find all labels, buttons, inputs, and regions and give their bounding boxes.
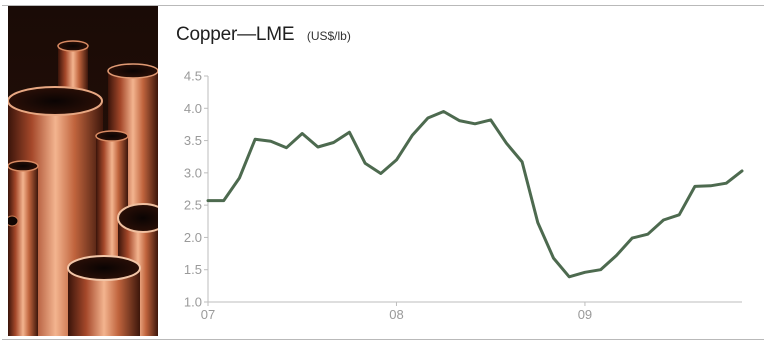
y-tick-label: 1.0 xyxy=(184,295,202,310)
y-tick-label: 2.5 xyxy=(184,198,202,213)
y-tick-label: 4.5 xyxy=(184,69,202,84)
chart-frame xyxy=(2,5,764,340)
y-tick-label: 4.0 xyxy=(184,101,202,116)
x-tick-label: 08 xyxy=(389,307,403,322)
copper-pipes-image xyxy=(8,6,158,336)
y-tick-labels: 4.5 4.0 3.5 3.0 2.5 2.0 1.5 1.0 xyxy=(184,69,202,310)
copper-pipes-illustration xyxy=(8,6,158,336)
x-tick-labels: 07 08 09 xyxy=(201,307,592,322)
y-tick-label: 1.5 xyxy=(184,262,202,277)
chart-axes xyxy=(204,75,742,306)
x-tick-label: 09 xyxy=(578,307,592,322)
price-series xyxy=(206,110,744,279)
y-tick-label: 2.0 xyxy=(184,230,202,245)
x-tick-label: 07 xyxy=(201,307,215,322)
chart-unit: (US$/lb) xyxy=(306,29,351,43)
y-tick-label: 3.0 xyxy=(184,165,202,180)
chart-title: Copper—LME xyxy=(176,24,295,45)
chart-title-row: Copper—LME (US$/lb) xyxy=(176,24,351,46)
series-line xyxy=(206,110,744,279)
y-tick-label: 3.5 xyxy=(184,133,202,148)
